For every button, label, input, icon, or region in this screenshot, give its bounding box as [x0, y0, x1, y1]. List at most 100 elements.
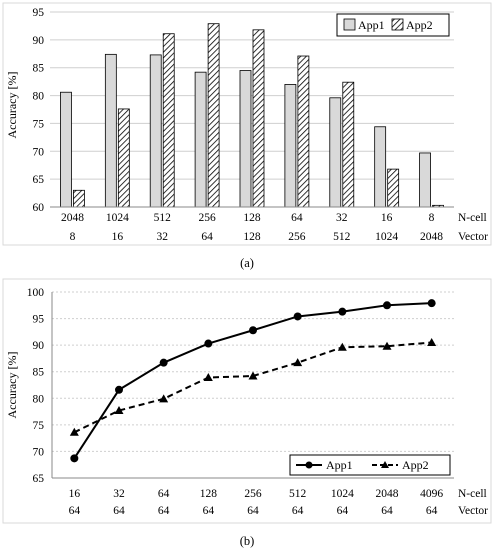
bar-chart-a-y-tick-labels: 60 65 70 75 80 85 90 95: [33, 7, 45, 214]
y-tick-label: 70: [33, 446, 45, 458]
legend-label-app1: App1: [358, 18, 385, 32]
legend-box: [289, 454, 451, 476]
bar-app1: [104, 53, 117, 208]
bar-app2: [162, 33, 175, 208]
point-app1: [70, 454, 79, 463]
y-tick-label: 65: [33, 473, 45, 485]
line-chart-b-series: [69, 299, 437, 463]
line-chart-b-x-tick-labels: 16 64 32 64 64 64 128 64 256 64 512 64 1024 64 2048 64 4…: [69, 488, 444, 517]
point-app1: [383, 301, 391, 310]
x-tick-label-ncell: 32: [336, 212, 348, 224]
x-tick-label-ncell: 8: [429, 212, 435, 224]
x-tick-label-ncell: 256: [244, 488, 262, 500]
line-chart-b: 65 70 75 80 85 90 95 100 16 64 32 64 64 64 128 64 256 64…: [2, 278, 492, 524]
x-tick-label-vector: 2048: [420, 231, 443, 243]
y-tick-label: 75: [33, 118, 45, 130]
bar-chart-a-gridlines: [50, 11, 454, 180]
caption-b: (b): [240, 534, 255, 548]
bar-app1: [374, 126, 387, 208]
bar-app1: [149, 54, 162, 208]
point-app1: [293, 312, 302, 321]
legend-marker-app2: [381, 461, 389, 468]
legend-swatch-app2: [391, 18, 404, 31]
line-chart-b-y-axis-label: Accuracy [%]: [5, 352, 19, 419]
point-app2: [427, 337, 437, 346]
point-app1: [249, 326, 257, 335]
x-tick-label-ncell: 128: [200, 488, 218, 500]
line-chart-b-legend: App1 App2: [289, 454, 451, 476]
line-chart-b-y-tick-labels: 65 70 75 80 85 90 95 100: [27, 287, 45, 485]
x-tick-label-vector: 64: [426, 505, 438, 517]
bar-app1: [284, 84, 297, 208]
line-chart-b-x-row-label-ncell: N-cell: [458, 488, 487, 500]
x-tick-label-vector: 64: [247, 505, 259, 517]
y-tick-label: 95: [33, 7, 45, 19]
bar-app2: [252, 29, 265, 208]
x-tick-label-ncell: 16: [69, 488, 81, 500]
x-tick-label-vector: 64: [203, 505, 215, 517]
point-app1: [115, 385, 123, 394]
x-tick-label-vector: 64: [69, 505, 81, 517]
x-tick-label-vector: 1024: [375, 231, 398, 243]
x-tick-label-vector: 16: [112, 231, 124, 243]
x-tick-label-ncell: 512: [154, 212, 172, 224]
legend-label-app2: App2: [406, 18, 433, 32]
bar-app2: [342, 81, 355, 208]
bar-chart-a-x-row-label-ncell: N-cell: [458, 212, 487, 224]
x-tick-label-vector: 64: [158, 505, 170, 517]
x-tick-label-ncell: 1024: [106, 212, 129, 224]
point-app2: [203, 373, 213, 382]
point-app2: [248, 371, 258, 380]
bar-app1: [329, 97, 342, 208]
bar-app2: [387, 168, 400, 208]
bar-chart-a-y-axis-label: Accuracy [%]: [5, 72, 19, 139]
x-tick-label-ncell: 2048: [61, 212, 84, 224]
x-tick-label-ncell: 64: [158, 488, 170, 500]
x-tick-label-ncell: 512: [289, 488, 307, 500]
legend-label-app1: App1: [326, 458, 353, 472]
y-tick-label: 85: [33, 63, 45, 75]
bar-chart-a-bars: [60, 23, 444, 208]
x-tick-label-ncell: 16: [381, 212, 393, 224]
x-tick-label-ncell: 4096: [420, 488, 443, 500]
point-app2: [293, 358, 303, 367]
line-chart-b-border: [2, 278, 492, 524]
y-tick-label: 65: [33, 174, 45, 186]
line-chart-b-x-row-label-vector: Vector: [458, 505, 488, 517]
x-tick-label-ncell: 32: [113, 488, 125, 500]
y-tick-label: 70: [33, 146, 45, 158]
point-app2: [382, 341, 392, 350]
y-tick-label: 85: [33, 367, 45, 379]
legend-marker-app1: [305, 461, 313, 469]
bar-app2: [207, 23, 220, 208]
bar-app2: [297, 55, 310, 208]
y-tick-label: 80: [33, 91, 45, 103]
point-app1: [204, 339, 213, 348]
caption-a: (a): [240, 256, 254, 270]
point-app1: [427, 299, 436, 308]
y-tick-label: 90: [33, 35, 45, 47]
x-tick-label-vector: 512: [333, 231, 351, 243]
point-app2: [159, 394, 169, 403]
bar-app1: [60, 91, 72, 208]
y-tick-label: 100: [27, 287, 45, 299]
y-tick-label: 95: [33, 314, 45, 326]
bar-app2: [73, 189, 85, 208]
bar-app1: [419, 152, 431, 208]
x-tick-label-ncell: 1024: [331, 488, 354, 500]
point-app2: [69, 427, 79, 436]
x-tick-label-ncell: 64: [291, 212, 303, 224]
point-app1: [159, 358, 168, 367]
y-tick-label: 90: [33, 340, 45, 352]
point-app2: [114, 406, 124, 415]
bar-chart-a-x-tick-labels: 2048 8 1024 16 512 32 256 64 128 128 64 256 32 512 16 1…: [61, 212, 443, 243]
x-tick-label-ncell: 128: [243, 212, 261, 224]
x-tick-label-vector: 128: [243, 231, 261, 243]
bar-app1: [239, 70, 252, 208]
y-tick-label: 75: [33, 420, 45, 432]
x-tick-label-ncell: 2048: [376, 488, 399, 500]
bar-chart-a-border: [2, 2, 492, 246]
legend-label-app2: App2: [402, 458, 429, 472]
x-tick-label-vector: 64: [337, 505, 349, 517]
